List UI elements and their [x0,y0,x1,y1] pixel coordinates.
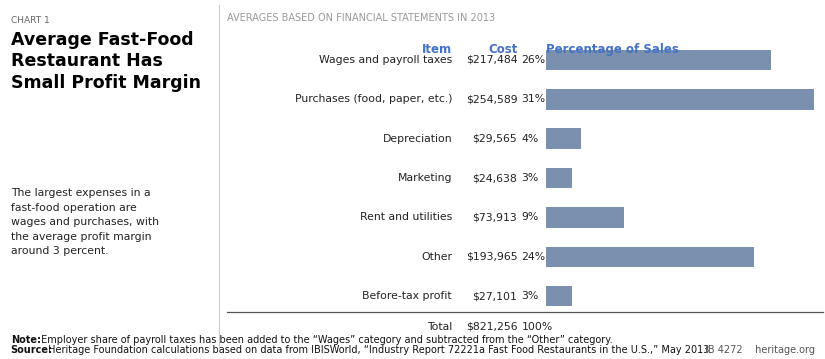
Text: Percentage of Sales: Percentage of Sales [546,43,679,56]
Text: Item: Item [422,43,452,56]
Text: 9%: 9% [521,213,539,223]
Text: $27,101: $27,101 [473,291,517,301]
Text: 24%: 24% [521,252,545,262]
Text: Wages and payroll taxes: Wages and payroll taxes [318,55,452,65]
Text: $29,565: $29,565 [473,134,517,144]
Text: Note:: Note: [11,335,40,345]
Text: Marketing: Marketing [398,173,452,183]
Text: Average Fast-Food
Restaurant Has
Small Profit Margin: Average Fast-Food Restaurant Has Small P… [11,31,200,92]
Text: 31%: 31% [521,94,545,104]
Text: $73,913: $73,913 [473,213,517,223]
Text: Total: Total [427,322,452,332]
Text: AVERAGES BASED ON FINANCIAL STATEMENTS IN 2013: AVERAGES BASED ON FINANCIAL STATEMENTS I… [227,13,495,23]
Text: Other: Other [421,252,452,262]
Text: 100%: 100% [521,322,553,332]
Text: Cost: Cost [488,43,517,56]
Text: $24,638: $24,638 [473,173,517,183]
Text: 3%: 3% [521,291,539,301]
Text: 3%: 3% [521,173,539,183]
Text: Before-tax profit: Before-tax profit [362,291,452,301]
Text: Source:: Source: [11,345,53,355]
Text: Rent and utilities: Rent and utilities [360,213,452,223]
Text: CHART 1: CHART 1 [11,16,50,25]
Text: 26%: 26% [521,55,545,65]
Text: Heritage Foundation calculations based on data from IBISWorld, “Industry Report : Heritage Foundation calculations based o… [45,345,713,355]
Text: Purchases (food, paper, etc.): Purchases (food, paper, etc.) [295,94,452,104]
Text: Employer share of payroll taxes has been added to the “Wages” category and subtr: Employer share of payroll taxes has been… [38,335,613,345]
Text: $821,256: $821,256 [465,322,517,332]
Text: IB 4272    heritage.org: IB 4272 heritage.org [705,345,815,355]
Text: The largest expenses in a
fast-food operation are
wages and purchases, with
the : The largest expenses in a fast-food oper… [11,188,158,256]
Text: Depreciation: Depreciation [383,134,452,144]
Text: $217,484: $217,484 [465,55,517,65]
Text: $193,965: $193,965 [465,252,517,262]
Text: $254,589: $254,589 [465,94,517,104]
Text: 4%: 4% [521,134,539,144]
